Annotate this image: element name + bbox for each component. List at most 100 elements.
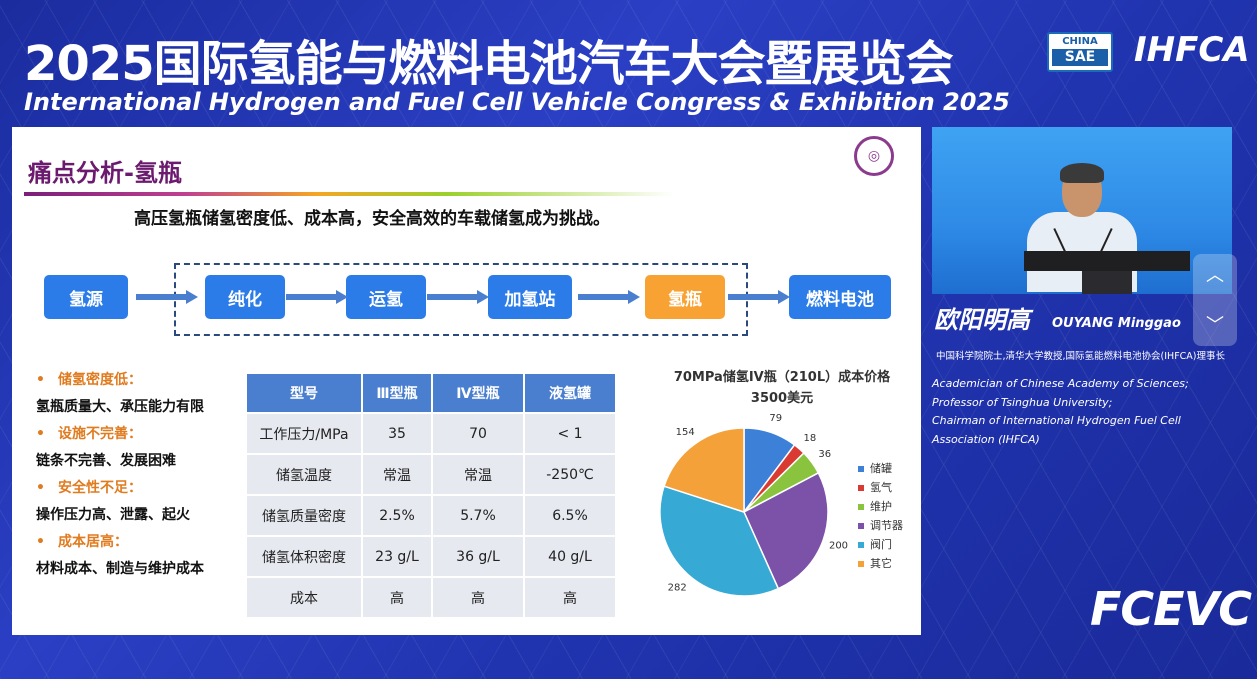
flow-step-station: 加氢站 [488, 275, 572, 319]
table-cell: 储氢温度 [247, 455, 361, 494]
table-row: 工作压力/MPa 35 70 < 1 [247, 414, 615, 453]
issue-detail: 氢瓶质量大、承压能力有限 [36, 399, 204, 415]
pain-point-list: • 储氢密度低： 氢瓶质量大、承压能力有限 • 设施不完善： 链条不完善、发展困难 … [36, 367, 204, 583]
tank-spec-table: 型号 Ⅲ型瓶 Ⅳ型瓶 液氢罐 工作压力/MPa 35 70 < 1 储氢温度 常… [245, 372, 617, 619]
table-cell: 常温 [363, 455, 431, 494]
pie-chart-subtitle: 3500美元 [750, 391, 814, 406]
table-cell: 23 g/L [363, 537, 431, 576]
table-cell: 工作压力/MPa [247, 414, 361, 453]
bullet-icon: • [36, 480, 45, 496]
pie-slice [663, 427, 745, 514]
pie-slice [659, 485, 780, 597]
table-header: 液氢罐 [525, 374, 615, 412]
legend-item: 阀门 [858, 535, 903, 554]
issue-heading-text: 成本居高： [58, 534, 128, 550]
china-sae-logo: CHINA SAE [1047, 32, 1113, 72]
table-cell: 常温 [433, 455, 523, 494]
podium [1024, 251, 1190, 271]
affiliation-line: Association (IHFCA) [932, 432, 1040, 446]
flow-arrow-icon [136, 290, 198, 304]
bullet-icon: • [36, 426, 45, 442]
legend-item: 其它 [858, 554, 903, 573]
table-cell: -250℃ [525, 455, 615, 494]
pie-data-label: 79 [769, 413, 782, 424]
pie-legend: 储罐 氢气 维护 调节器 阀门 其它 [858, 459, 903, 573]
table-cell: 5.7% [433, 496, 523, 535]
legend-swatch [858, 485, 864, 491]
table-row: 储氢体积密度 23 g/L 36 g/L 40 g/L [247, 537, 615, 576]
table-cell: 40 g/L [525, 537, 615, 576]
legend-label: 其它 [870, 557, 892, 570]
speaker-affiliation-zh: 中国科学院院士,清华大学教授,国际氢能燃料电池协会(IHFCA)理事长 [936, 351, 1225, 362]
affiliation-line: Academician of Chinese Academy of Scienc… [932, 377, 1189, 390]
slide-title: 痛点分析-氢瓶 [28, 159, 182, 187]
table-cell: 36 g/L [433, 537, 523, 576]
title-underline [24, 192, 674, 196]
flow-arrow-icon [427, 290, 489, 304]
legend-label: 阀门 [870, 538, 892, 551]
scroll-controls: ︿ ﹀ [1193, 254, 1237, 346]
speaker-video-feed [932, 127, 1232, 294]
bullet-icon: • [36, 372, 45, 388]
issue-heading: • 安全性不足： [36, 475, 204, 501]
issue-detail: 材料成本、制造与维护成本 [36, 561, 204, 577]
issue-heading: • 成本居高： [36, 529, 204, 555]
legend-swatch [858, 561, 864, 567]
chevron-down-icon[interactable]: ﹀ [1206, 315, 1224, 336]
table-header-row: 型号 Ⅲ型瓶 Ⅳ型瓶 液氢罐 [247, 374, 615, 412]
issue-heading-text: 储氢密度低： [58, 372, 142, 388]
pie-chart-title: 70MPa储氢IV瓶（210L）成本价格 [673, 370, 891, 385]
flow-step-fuel-cell: 燃料电池 [789, 275, 891, 319]
legend-item: 维护 [858, 497, 903, 516]
slide-subtitle: 高压氢瓶储氢密度低、成本高，安全高效的车载储氢成为挑战。 [134, 209, 610, 229]
table-row: 成本 高 高 高 [247, 578, 615, 617]
table-cell: 成本 [247, 578, 361, 617]
speaker-affiliation-en: Academician of Chinese Academy of Scienc… [932, 375, 1189, 449]
presentation-slide: 痛点分析-氢瓶 ◎ 高压氢瓶储氢密度低、成本高，安全高效的车载储氢成为挑战。 氢… [12, 127, 921, 635]
table-header: Ⅲ型瓶 [363, 374, 431, 412]
legend-item: 储罐 [858, 459, 903, 478]
legend-label: 储罐 [870, 462, 892, 475]
table-header: Ⅳ型瓶 [433, 374, 523, 412]
congress-title-zh: 2025国际氢能与燃料电池汽车大会暨展览会 [24, 36, 954, 92]
legend-swatch [858, 542, 864, 548]
pie-data-label: 282 [668, 582, 687, 593]
flow-arrow-icon [286, 290, 348, 304]
pie-data-label: 200 [829, 541, 848, 552]
table-cell: 35 [363, 414, 431, 453]
speaker-hair [1060, 163, 1104, 183]
pie-data-label: 154 [676, 427, 695, 438]
flow-step-purification: 纯化 [205, 275, 285, 319]
legend-label: 氢气 [870, 481, 892, 494]
chevron-up-icon[interactable]: ︿ [1206, 265, 1224, 286]
podium-stand [1082, 271, 1132, 294]
legend-swatch [858, 523, 864, 529]
pie-slice [743, 471, 829, 590]
congress-title-en: International Hydrogen and Fuel Cell Veh… [24, 88, 1010, 116]
flow-step-transport: 运氢 [346, 275, 426, 319]
table-cell: 6.5% [525, 496, 615, 535]
table-cell: 高 [525, 578, 615, 617]
flow-arrow-icon [728, 290, 790, 304]
legend-swatch [858, 466, 864, 472]
table-cell: 2.5% [363, 496, 431, 535]
pie-data-label: 36 [818, 449, 831, 460]
affiliation-line: Professor of Tsinghua University; [932, 395, 1113, 409]
flow-step-hydrogen-source: 氢源 [44, 275, 128, 319]
ihfca-logo: IHFCA [1134, 30, 1250, 70]
issue-heading: • 设施不完善： [36, 421, 204, 447]
legend-label: 调节器 [870, 519, 903, 532]
speaker-name-en: OUYANG Minggao [1052, 316, 1181, 331]
table-cell: 储氢体积密度 [247, 537, 361, 576]
legend-swatch [858, 504, 864, 510]
table-header: 型号 [247, 374, 361, 412]
flow-arrow-icon [578, 290, 640, 304]
speaker-name-zh: 欧阳明高 [934, 306, 1030, 334]
issue-heading-text: 设施不完善： [58, 426, 142, 442]
table-cell: 高 [363, 578, 431, 617]
table-cell: 高 [433, 578, 523, 617]
affiliation-line: Chairman of International Hydrogen Fuel … [932, 414, 1181, 427]
issue-detail: 操作压力高、泄露、起火 [36, 507, 190, 523]
legend-item: 调节器 [858, 516, 903, 535]
